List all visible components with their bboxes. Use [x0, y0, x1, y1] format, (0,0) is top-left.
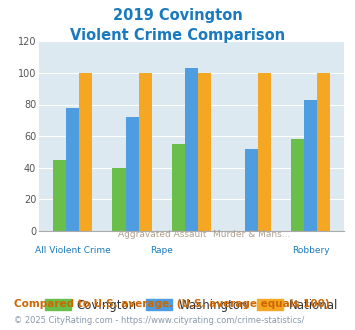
Text: Compared to U.S. average. (U.S. average equals 100): Compared to U.S. average. (U.S. average … — [14, 299, 330, 309]
Text: © 2025 CityRating.com - https://www.cityrating.com/crime-statistics/: © 2025 CityRating.com - https://www.city… — [14, 316, 305, 325]
Bar — [185, 68, 198, 231]
Bar — [53, 160, 66, 231]
Text: Aggravated Assault: Aggravated Assault — [118, 230, 206, 239]
Text: Rape: Rape — [151, 246, 173, 255]
Bar — [317, 73, 331, 231]
Bar — [113, 168, 126, 231]
Text: 2019 Covington: 2019 Covington — [113, 8, 242, 23]
Text: Robbery: Robbery — [292, 246, 330, 255]
Bar — [245, 149, 258, 231]
Bar — [172, 144, 185, 231]
Bar — [139, 73, 152, 231]
Bar — [66, 108, 79, 231]
Bar — [304, 100, 317, 231]
Legend: Covington, Washington, National: Covington, Washington, National — [40, 294, 343, 316]
Text: Murder & Mans...: Murder & Mans... — [213, 230, 290, 239]
Text: Violent Crime Comparison: Violent Crime Comparison — [70, 28, 285, 43]
Bar — [126, 117, 139, 231]
Text: All Violent Crime: All Violent Crime — [35, 246, 110, 255]
Bar — [258, 73, 271, 231]
Bar — [198, 73, 211, 231]
Bar — [79, 73, 92, 231]
Bar — [291, 139, 304, 231]
